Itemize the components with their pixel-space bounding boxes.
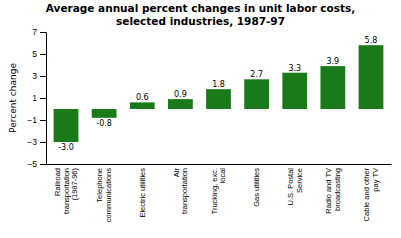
- y-tick-mark: [40, 164, 46, 165]
- x-tick: Radio and TVbroadcasting: [324, 168, 342, 214]
- x-axis-line: [47, 164, 392, 165]
- y-tick-label: 1: [32, 93, 37, 103]
- x-tick: U.S. PostalService: [286, 168, 304, 206]
- y-tick-mark: [40, 142, 46, 143]
- y-axis-line: [40, 33, 47, 165]
- x-tick-label-line: local: [218, 168, 227, 184]
- bar: [206, 89, 231, 109]
- chart: Average annual percent changes in unit l…: [0, 0, 401, 238]
- y-tick: 5: [32, 49, 46, 59]
- y-tick-label: −1: [27, 115, 37, 125]
- y-tick-mark: [40, 120, 46, 121]
- x-tick: Electric utilities: [138, 168, 147, 218]
- data-label: 3.3: [288, 64, 301, 73]
- data-label: 3.9: [326, 57, 339, 66]
- y-tick-label: 3: [32, 71, 37, 81]
- x-tick-label-line: (1987-96): [70, 168, 79, 201]
- title: Average annual percent changes in unit l…: [46, 2, 355, 27]
- title-line: selected industries, 1987-97: [116, 15, 285, 27]
- y-tick-mark: [40, 76, 46, 77]
- x-tick-label: U.S. PostalService: [286, 168, 304, 206]
- y-axis: −5 −3 −1 1 3 5 7: [27, 27, 46, 169]
- data-label: 1.8: [212, 80, 225, 89]
- x-tick-label: Airtransportation: [172, 168, 190, 214]
- bars: [54, 45, 384, 142]
- y-tick-mark: [40, 32, 46, 33]
- x-tick-label-line: pay TV: [371, 168, 380, 192]
- y-tick: −5: [27, 159, 46, 169]
- y-tick-label: −5: [27, 159, 37, 169]
- x-tick: Cable and otherpay TV: [362, 168, 380, 222]
- x-tick-label-line: Gas utilities: [252, 168, 261, 207]
- y-tick-label: 5: [32, 49, 37, 59]
- data-labels: -3.0 -0.8 0.6 0.9 1.8 2.7 3.3 3.9 5.8: [58, 36, 377, 152]
- bar: [244, 79, 269, 109]
- bar: [320, 66, 345, 109]
- title-line: Average annual percent changes in unit l…: [46, 2, 355, 14]
- x-tick-label-line: Electric utilities: [138, 168, 147, 218]
- x-tick-label: Railroadtransportation(1987-96): [53, 168, 79, 214]
- data-label: 5.8: [365, 36, 378, 45]
- x-axis: Railroadtransportation(1987-96) Telephone…: [47, 165, 392, 223]
- x-tick-label: Cable and otherpay TV: [362, 168, 380, 222]
- y-tick: −1: [27, 115, 46, 125]
- x-tick: Telephonecommunications: [95, 168, 113, 222]
- x-tick-label: Electric utilities: [138, 168, 147, 218]
- y-axis-title: Percent change: [8, 63, 18, 133]
- x-tick-label: Trucking, exc.local: [210, 168, 228, 215]
- x-tick-label-line: Service: [295, 168, 304, 193]
- data-label: 0.6: [136, 93, 149, 102]
- bar: [130, 102, 155, 109]
- y-tick-mark: [40, 98, 46, 99]
- bar: [359, 45, 384, 109]
- y-tick-label: 7: [32, 27, 37, 37]
- bar: [282, 73, 307, 109]
- x-tick-label: Telephonecommunications: [95, 168, 113, 222]
- y-tick-label: −3: [27, 137, 37, 147]
- bar: [168, 99, 193, 109]
- data-label: 0.9: [174, 90, 187, 99]
- bar: [54, 109, 79, 142]
- data-label: 2.7: [250, 70, 263, 79]
- x-tick-label: Radio and TVbroadcasting: [324, 168, 342, 214]
- x-tick: Airtransportation: [172, 168, 190, 214]
- x-tick: Trucking, exc.local: [210, 168, 228, 215]
- y-tick: 1: [32, 93, 46, 103]
- bar: [92, 109, 117, 118]
- x-tick-label-line: communications: [104, 168, 113, 222]
- data-label: -3.0: [58, 143, 74, 152]
- data-label: -0.8: [96, 119, 112, 128]
- plot: −5 −3 −1 1 3 5 7 Railroadtransportation(1987-96…: [8, 27, 392, 222]
- y-tick-mark: [40, 54, 46, 55]
- x-tick: Gas utilities: [252, 168, 261, 207]
- x-tick-label-line: broadcasting: [333, 168, 342, 211]
- x-tick: Railroadtransportation(1987-96): [53, 168, 79, 214]
- y-tick: 3: [32, 71, 46, 81]
- x-tick-label-line: transportation: [180, 168, 189, 214]
- x-tick-label: Gas utilities: [252, 168, 261, 207]
- y-tick: 7: [32, 27, 46, 37]
- y-tick: −3: [27, 137, 46, 147]
